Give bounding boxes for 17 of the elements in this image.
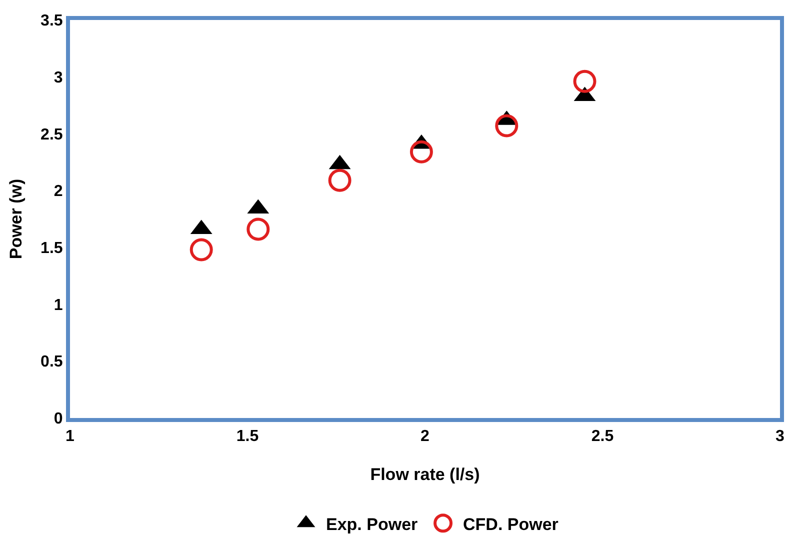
x-tick-label: 3	[776, 428, 785, 446]
y-tick-label: 0.5	[40, 354, 63, 371]
x-axis-title: Flow rate (l/s)	[370, 465, 480, 484]
legend-label: CFD. Power	[463, 514, 559, 534]
x-tick-label: 1	[66, 428, 75, 446]
y-tick-label: 3	[54, 69, 63, 86]
y-tick-label: 3.5	[40, 12, 63, 30]
x-tick-label: 2	[420, 428, 430, 446]
y-tick-label: 2.5	[40, 126, 63, 144]
y-tick-label: 0	[54, 410, 63, 428]
y-tick-label: 2	[54, 183, 63, 200]
y-tick-label: 1.5	[40, 240, 63, 258]
legend-label: Exp. Power	[326, 514, 418, 534]
x-tick-label: 2.5	[591, 428, 614, 446]
x-tick-label: 1.5	[236, 428, 259, 446]
y-tick-label: 1	[54, 296, 63, 314]
y-axis-title: Power (w)	[6, 178, 26, 260]
